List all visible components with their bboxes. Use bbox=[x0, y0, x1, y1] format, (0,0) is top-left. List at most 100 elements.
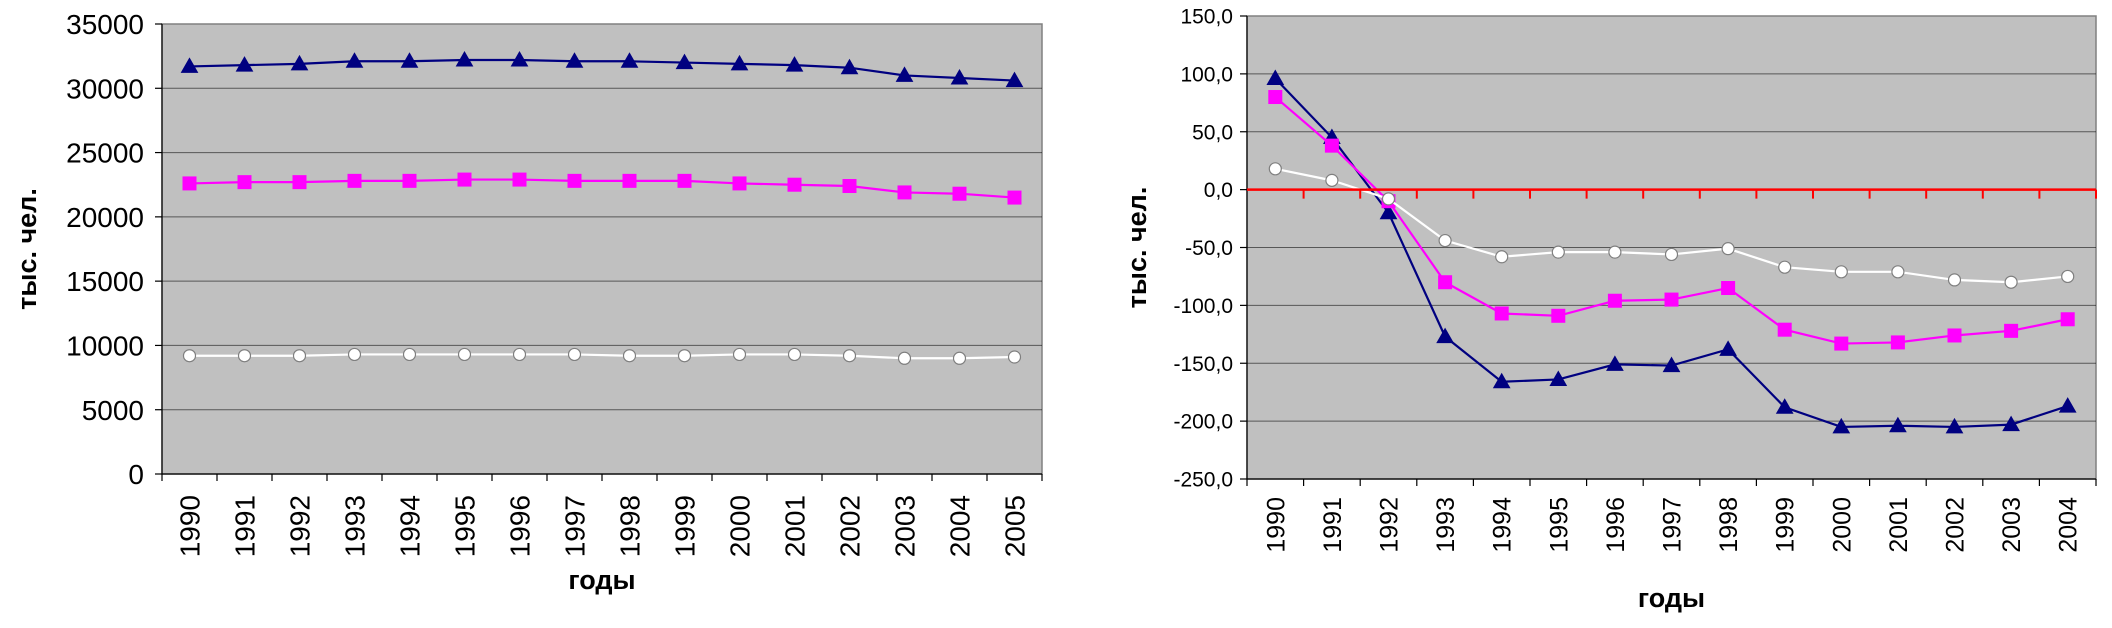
right-x-tick-label: 1993 bbox=[1432, 497, 1460, 553]
right-series-total-point bbox=[1775, 398, 1794, 414]
right-y-tick-label: 150,0 bbox=[1180, 6, 1233, 29]
right-series-total-point bbox=[1492, 372, 1511, 389]
left-y-tick-label: 5000 bbox=[82, 395, 144, 426]
left-gridlines bbox=[162, 87, 1042, 411]
right-x-tick-label: 1997 bbox=[1659, 497, 1687, 553]
left-series-total-point bbox=[895, 66, 914, 82]
right-series-low-point bbox=[1495, 250, 1509, 264]
left-y-axis-title: тыс. чел. bbox=[12, 188, 42, 310]
left-series-mid-point bbox=[182, 176, 197, 191]
right-series-low-point bbox=[1551, 245, 1565, 259]
right-series-total-point bbox=[1379, 203, 1398, 220]
right-series-total-point bbox=[2002, 415, 2020, 432]
left-series-total-point bbox=[785, 56, 804, 72]
right-series-total-point bbox=[1889, 416, 1907, 433]
left-series-low-point bbox=[457, 347, 472, 362]
left-series-low-point bbox=[512, 347, 527, 362]
left-series-low-point bbox=[567, 347, 582, 362]
right-series-low-point bbox=[2061, 269, 2075, 284]
right-series-mid-point bbox=[1890, 335, 1905, 350]
right-x-tick-label: 2002 bbox=[1942, 497, 1970, 553]
left-series-mid-point bbox=[292, 175, 307, 190]
right-series-total-point bbox=[1662, 356, 1681, 373]
left-series-total-point bbox=[730, 54, 749, 71]
right-x-tick-label: 1990 bbox=[1262, 497, 1290, 553]
right-y-tick-label: -50,0 bbox=[1185, 237, 1233, 260]
left-series-mid-point bbox=[457, 172, 472, 187]
right-series-low-point bbox=[1721, 242, 1735, 256]
right-series-low-point bbox=[1438, 233, 1452, 248]
left-series-series_total-line bbox=[189, 58, 1015, 82]
right-series-group bbox=[1266, 69, 2077, 434]
right-x-tick-label: 1994 bbox=[1489, 497, 1517, 553]
right-x-tick-label: 2001 bbox=[1885, 497, 1913, 553]
right-series-low-point bbox=[1664, 247, 1679, 262]
right-series-low-point bbox=[1891, 265, 1905, 279]
right-series-mid-point bbox=[2060, 312, 2075, 327]
left-series-total-point bbox=[565, 52, 584, 68]
left-x-tick-label: 1998 bbox=[615, 495, 646, 557]
right-series-mid-point bbox=[2004, 323, 2019, 338]
right-x-tick-label: 1995 bbox=[1545, 497, 1573, 553]
right-series-mid-point bbox=[1834, 336, 1849, 351]
right-series-low-point bbox=[1381, 192, 1396, 206]
left-series-mid-point bbox=[622, 173, 637, 188]
right-series-mid-point bbox=[1947, 328, 1962, 343]
left-series-low-point bbox=[732, 347, 747, 362]
left-series-total-point bbox=[510, 50, 529, 67]
left-series-total-point bbox=[180, 57, 199, 73]
left-plot-area bbox=[161, 23, 1043, 475]
right-x-tick-label: 2003 bbox=[1998, 497, 2026, 553]
right-line-chart: -250,0 -200,0 -150,0 -100,0 -50,0 0,0 50,0 100,… bbox=[1122, 6, 2097, 613]
right-x-tick-label: 1998 bbox=[1715, 497, 1743, 553]
right-series-mid-point bbox=[1777, 322, 1792, 337]
right-series-mid-point bbox=[1438, 275, 1453, 290]
right-series-mid-point bbox=[1324, 138, 1339, 153]
right-series-total-point bbox=[1945, 417, 1964, 434]
left-series-mid-point bbox=[567, 173, 582, 188]
right-series-low-point bbox=[2004, 275, 2018, 289]
left-axes: 0 5000 10000 15000 20000 25000 30000 35000 1990 1… bbox=[66, 9, 1043, 557]
right-axes: -250,0 -200,0 -150,0 -100,0 -50,0 0,0 50,0 100,… bbox=[1173, 6, 2097, 553]
left-series-low-point bbox=[347, 347, 362, 362]
right-series-total-point bbox=[2058, 397, 2077, 413]
right-series-low-point bbox=[1778, 260, 1792, 274]
left-x-tick-label: 1992 bbox=[285, 495, 316, 557]
left-series-low-point bbox=[622, 349, 637, 363]
left-series-series_low-line bbox=[189, 353, 1015, 360]
right-series-low-point bbox=[1834, 265, 1848, 279]
left-x-tick-label: 2001 bbox=[780, 495, 811, 557]
left-x-tick-label: 2004 bbox=[945, 495, 976, 557]
left-series-total-point bbox=[235, 56, 254, 72]
left-y-tick-label: 35000 bbox=[66, 9, 144, 40]
right-x-tick-label: 2004 bbox=[2055, 497, 2083, 553]
left-series-total-point bbox=[950, 68, 969, 85]
left-series-mid-point bbox=[952, 186, 967, 201]
right-series-mid-point bbox=[1494, 306, 1509, 321]
left-series-total-point bbox=[400, 52, 419, 68]
left-series-mid-point bbox=[1007, 190, 1022, 205]
left-series-low-point bbox=[787, 347, 802, 362]
left-series-total-point bbox=[675, 53, 694, 70]
left-x-tick-label: 1996 bbox=[505, 495, 536, 557]
left-series-total-point bbox=[840, 58, 859, 75]
right-series-low-point bbox=[1947, 273, 1962, 287]
right-series-total-point bbox=[1719, 340, 1737, 356]
right-x-tick-label: 2000 bbox=[1828, 497, 1856, 553]
left-x-tick-label: 1999 bbox=[670, 495, 701, 557]
left-series-low-point bbox=[897, 351, 912, 365]
left-x-tick-label: 1990 bbox=[175, 495, 206, 557]
left-series-low-point bbox=[182, 349, 197, 363]
left-series-low-point bbox=[402, 347, 417, 362]
right-y-axis-title: тыс. чел. bbox=[1122, 187, 1152, 309]
right-y-tick-label: 50,0 bbox=[1192, 121, 1233, 144]
left-x-axis-title: годы bbox=[568, 565, 635, 595]
right-x-tick-label: 1991 bbox=[1319, 497, 1347, 553]
left-x-tick-label: 1991 bbox=[230, 495, 261, 557]
right-series-total-point bbox=[1549, 370, 1568, 386]
left-x-tick-label: 2005 bbox=[1000, 495, 1031, 557]
left-series-mid-point bbox=[787, 177, 802, 192]
left-y-tick-label: 15000 bbox=[66, 266, 144, 297]
right-x-tick-label: 1996 bbox=[1602, 497, 1630, 553]
